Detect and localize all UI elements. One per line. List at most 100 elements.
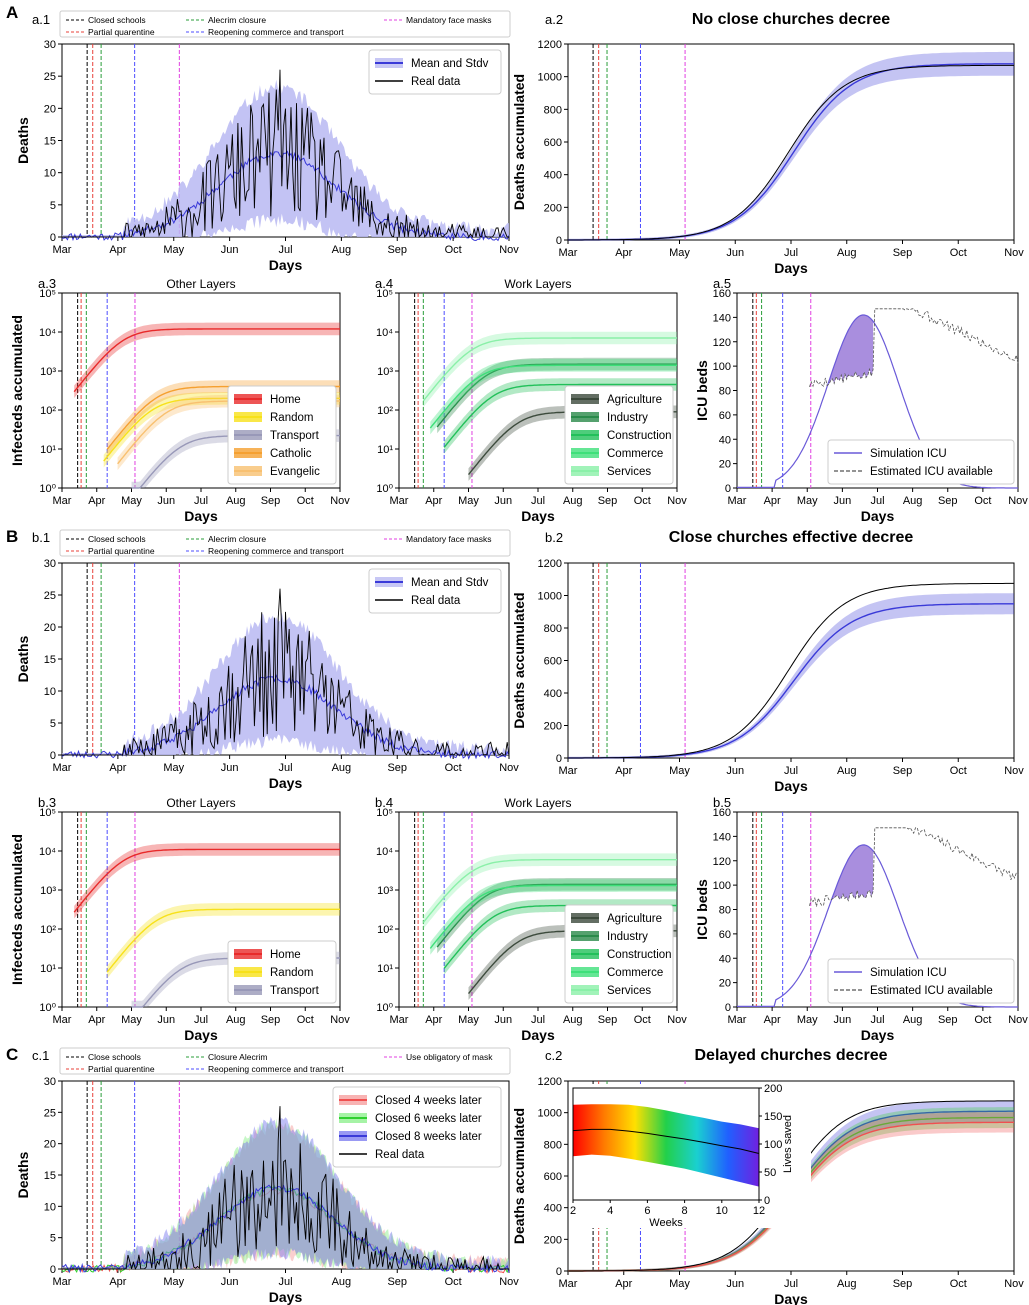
decree-legend-b1: Closed schoolsPartial quarentineAlecrim … — [60, 530, 510, 556]
decree-legend-entry: Alecrim closure — [208, 534, 266, 544]
y-tick-label-b3: 10² — [40, 924, 56, 936]
series-band-b1 — [62, 613, 509, 755]
legend-entry: Transport — [270, 430, 320, 442]
x-axis-label-b5: Days — [861, 1027, 895, 1043]
inset-x-tick-label: 2 — [570, 1205, 576, 1217]
panel-b3: b.3 Other Layers Mar Apr May Jun Jul Aug Sep Oct N… — [9, 795, 350, 1043]
panel-b5: b.5Mar Apr May Jun Jul Aug Sep Oct Nov0204060801… — [694, 795, 1028, 1043]
y-tick-label-a5: 0 — [725, 483, 731, 495]
x-tick-label-b2: Apr — [615, 765, 632, 777]
x-axis-label-a3: Days — [184, 508, 218, 524]
x-tick-label-b2: Nov — [1004, 765, 1024, 777]
inset-x-tick-label: 4 — [607, 1205, 613, 1217]
x-tick-label-a5: May — [797, 495, 818, 507]
x-tick-label-b2: Jul — [784, 765, 798, 777]
y-axis-label-a2: Deaths accumulated — [511, 74, 527, 210]
y-tick-label-a5: 140 — [713, 312, 731, 324]
legend-entry: Estimated ICU available — [870, 985, 993, 997]
y-tick-label-b1: 20 — [44, 622, 56, 634]
y-tick-label-b5: 40 — [719, 953, 731, 965]
y-tick-label-a4: 10⁵ — [376, 288, 393, 300]
y-tick-label-b4: 10⁰ — [376, 1002, 393, 1014]
y-tick-label-b5: 120 — [713, 856, 731, 868]
decree-legend-c1: Close schoolsPartial quarentineClosure A… — [60, 1048, 510, 1074]
x-tick-label-b3: Apr — [88, 1014, 105, 1026]
legend-entry: Real data — [411, 595, 461, 607]
x-tick-label-b1: Apr — [109, 762, 126, 774]
y-tick-label-c1: 25 — [44, 1107, 56, 1119]
y-tick-label-c2: 400 — [544, 1203, 562, 1215]
x-tick-label-b2: Jun — [726, 765, 744, 777]
y-tick-label-a5: 100 — [713, 361, 731, 373]
x-tick-label-a4: Mar — [390, 495, 409, 507]
panel-tag-b2: b.2 — [545, 530, 563, 545]
y-tick-label-b5: 60 — [719, 929, 731, 941]
inset-y-tick-label: 200 — [764, 1083, 782, 1095]
x-tick-label-b3: Mar — [53, 1014, 72, 1026]
x-tick-label-a4: Jul — [531, 495, 545, 507]
y-tick-label-a5: 20 — [719, 459, 731, 471]
x-axis-label-a2: Days — [774, 260, 808, 276]
x-tick-label-a5: Mar — [728, 495, 747, 507]
x-tick-label-a3: Oct — [297, 495, 314, 507]
x-axis-label-c1: Days — [269, 1289, 303, 1305]
x-tick-label-a1: Jul — [278, 244, 292, 256]
decree-legend-entry: Mandatory face masks — [406, 15, 492, 25]
y-tick-label-b3: 10¹ — [40, 963, 56, 975]
panel-tag-c1: c.1 — [32, 1048, 49, 1063]
x-tick-label-a4: May — [458, 495, 479, 507]
x-tick-label-c2: Jul — [784, 1278, 798, 1290]
inset-x-tick-label: 8 — [682, 1205, 688, 1217]
x-tick-label-b3: Sep — [261, 1014, 281, 1026]
x-tick-label-b3: Jun — [157, 1014, 175, 1026]
y-tick-label-b3: 10⁴ — [39, 846, 56, 858]
y-tick-label-b4: 10⁴ — [376, 846, 393, 858]
y-axis-label-b5: ICU beds — [694, 879, 710, 940]
x-tick-label-a4: Aug — [563, 495, 583, 507]
y-tick-label-b5: 100 — [713, 880, 731, 892]
x-axis-label-b2: Days — [774, 778, 808, 794]
x-tick-label-c2: Aug — [837, 1278, 857, 1290]
x-tick-label-a1: Mar — [53, 244, 72, 256]
x-axis-label-a5: Days — [861, 508, 895, 524]
x-tick-label-a4: Nov — [667, 495, 687, 507]
series-band-a2 — [568, 52, 1014, 240]
y-tick-label-c1: 30 — [44, 1076, 56, 1088]
y-axis-label-a3: Infecteds accumulated — [9, 315, 25, 466]
legend-entry: Construction — [607, 430, 672, 442]
x-tick-label-c2: Apr — [615, 1278, 632, 1290]
x-tick-label-b1: Nov — [499, 762, 519, 774]
x-tick-label-a1: Nov — [499, 244, 519, 256]
y-tick-label-b4: 10¹ — [377, 963, 393, 975]
x-tick-label-c1: Nov — [499, 1276, 519, 1288]
y-tick-label-a4: 10³ — [377, 366, 393, 378]
x-tick-label-a2: May — [669, 247, 690, 259]
x-tick-label-b5: Jun — [834, 1014, 852, 1026]
x-tick-label-c2: Nov — [1004, 1278, 1024, 1290]
series-band-a1 — [62, 80, 509, 237]
x-tick-label-b1: Jun — [221, 762, 239, 774]
x-tick-label-a1: Sep — [387, 244, 407, 256]
y-tick-label-b2: 1000 — [538, 591, 562, 603]
legend-entry: Services — [607, 985, 651, 997]
x-tick-label-b4: Jul — [531, 1014, 545, 1026]
panel-tag-a2: a.2 — [545, 12, 563, 27]
legend-entry: Mean and Stdv — [411, 577, 489, 589]
x-tick-label-a2: Mar — [559, 247, 578, 259]
y-tick-label-a1: 15 — [44, 136, 56, 148]
x-tick-label-a2: Aug — [837, 247, 857, 259]
y-tick-label-a5: 160 — [713, 288, 731, 300]
y-tick-label-a2: 0 — [556, 235, 562, 247]
decree-legend-entry: Alecrim closure — [208, 15, 266, 25]
y-tick-label-a3: 10² — [40, 405, 56, 417]
y-tick-label-b2: 200 — [544, 721, 562, 733]
x-tick-label-a5: Sep — [938, 495, 958, 507]
inset-y-tick-label: 150 — [764, 1111, 782, 1123]
y-tick-label-b1: 5 — [50, 718, 56, 730]
y-tick-label-a4: 10² — [377, 405, 393, 417]
y-tick-label-a5: 120 — [713, 337, 731, 349]
x-tick-label-a3: Sep — [261, 495, 281, 507]
x-tick-label-b3: Jul — [194, 1014, 208, 1026]
legend-entry: Agriculture — [607, 394, 662, 406]
